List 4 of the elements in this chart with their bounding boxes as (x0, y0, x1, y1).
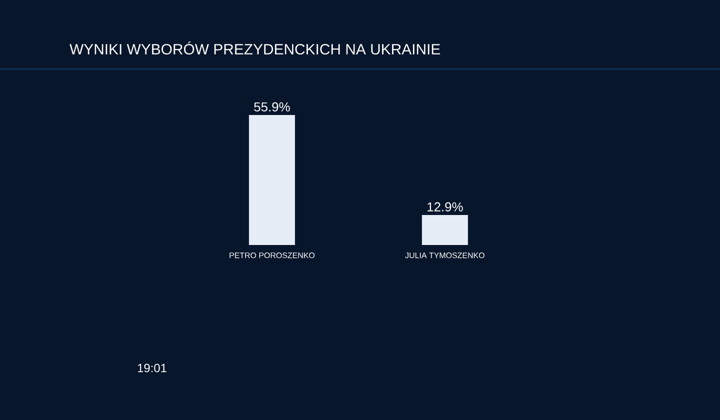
text: 19:01 (138, 364, 166, 372)
chart-title: WYNIKI WYBORÓW PREZYDENCKICH NA UKRAINIE (70, 41, 440, 55)
data-label: 12.9% (428, 202, 463, 212)
data-label: 55.9% (254, 102, 290, 112)
